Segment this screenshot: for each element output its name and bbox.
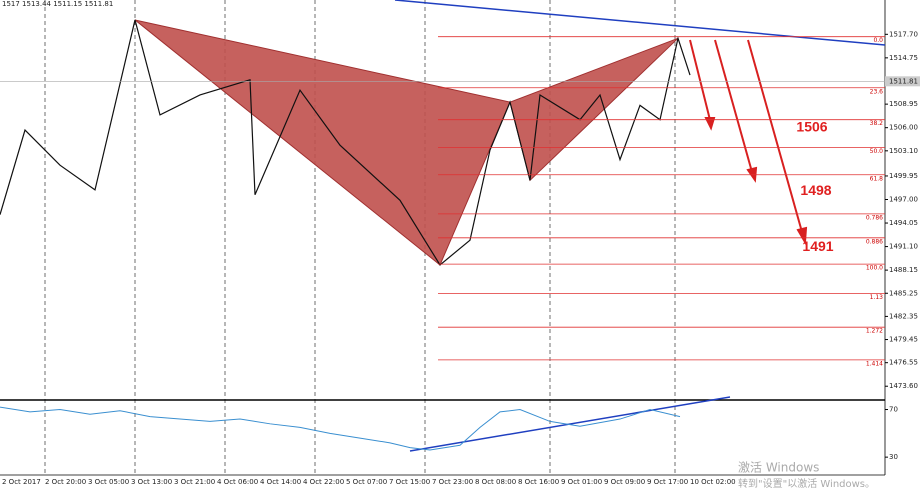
y-tick-label: 1499.95 bbox=[889, 172, 918, 180]
fib-label: 0.0 bbox=[873, 37, 883, 44]
y-tick-label: 1517.70 bbox=[889, 30, 918, 38]
series-line bbox=[0, 406, 681, 451]
current-price-label: 1511.81 bbox=[889, 77, 918, 85]
series-line bbox=[0, 19, 691, 266]
y-tick-label: 1508.95 bbox=[889, 100, 918, 108]
x-tick-label: 4 Oct 22:00 bbox=[303, 478, 344, 486]
x-tick-label: 2 Oct 20:00 bbox=[45, 478, 86, 486]
current-price-box bbox=[885, 76, 920, 87]
y-tick-label: 1514.75 bbox=[889, 54, 918, 62]
y-tick-label: 30 bbox=[889, 453, 898, 461]
fib-label: 100.0 bbox=[866, 265, 883, 272]
x-tick-label: 4 Oct 14:00 bbox=[260, 478, 301, 486]
y-tick-label: 1476.55 bbox=[889, 359, 918, 367]
x-tick-label: 7 Oct 23:00 bbox=[432, 478, 473, 486]
y-tick-label: 1494.05 bbox=[889, 219, 918, 227]
x-tick-label: 3 Oct 05:00 bbox=[88, 478, 129, 486]
y-tick-label: 1473.60 bbox=[889, 382, 918, 390]
watermark: 转到"设置"以激活 Windows。 bbox=[738, 477, 875, 490]
x-tick-label: 3 Oct 13:00 bbox=[131, 478, 172, 486]
arrows bbox=[689, 39, 808, 246]
fib-label: 1.13 bbox=[870, 294, 884, 301]
target-label: 1498 bbox=[800, 182, 831, 198]
fib-label: 1.414 bbox=[866, 360, 883, 367]
fib-label: 38.2 bbox=[870, 120, 884, 127]
target-label: 1506 bbox=[796, 118, 827, 134]
fib-label: 50.0 bbox=[870, 148, 884, 155]
y-tick-label: 1479.45 bbox=[889, 336, 918, 344]
y-tick-label: 1491.10 bbox=[889, 243, 918, 251]
fib-label: 0.786 bbox=[866, 214, 883, 221]
y-tick-label: 1485.25 bbox=[889, 289, 918, 297]
x-tick-label: 3 Oct 21:00 bbox=[174, 478, 215, 486]
watermark: 激活 Windows bbox=[738, 461, 819, 475]
trend-line bbox=[394, 0, 886, 46]
x-tick-label: 9 Oct 09:00 bbox=[604, 478, 645, 486]
y-tick-label: 1488.15 bbox=[889, 266, 918, 274]
fib-label: 23.6 bbox=[870, 88, 884, 95]
y-tick-label: 1506.00 bbox=[889, 124, 918, 132]
x-tick-label: 8 Oct 08:00 bbox=[475, 478, 516, 486]
y-tick-label: 1503.10 bbox=[889, 147, 918, 155]
x-tick-label: 7 Oct 15:00 bbox=[389, 478, 430, 486]
y-tick-label: 1482.35 bbox=[889, 312, 918, 320]
x-tick-label: 9 Oct 01:00 bbox=[561, 478, 602, 486]
header: 1517 1513.44 1511.15 1511.81 bbox=[2, 0, 113, 8]
fib-label: 61.8 bbox=[870, 175, 884, 182]
y-tick-label: 1497.00 bbox=[889, 195, 918, 203]
x-tick-label: 8 Oct 16:00 bbox=[518, 478, 559, 486]
x-tick-label: 2 Oct 2017 bbox=[2, 478, 41, 486]
x-tick-label: 10 Oct 02:00 bbox=[690, 478, 736, 486]
x-tick-label: 5 Oct 07:00 bbox=[346, 478, 387, 486]
x-tick-label: 9 Oct 17:00 bbox=[647, 478, 688, 486]
x-tick-label: 4 Oct 06:00 bbox=[217, 478, 258, 486]
y-tick-label: 70 bbox=[889, 406, 898, 414]
target-label: 1491 bbox=[802, 238, 833, 254]
fib-label: 1.272 bbox=[866, 328, 883, 335]
fib-label: 0.886 bbox=[866, 238, 883, 245]
